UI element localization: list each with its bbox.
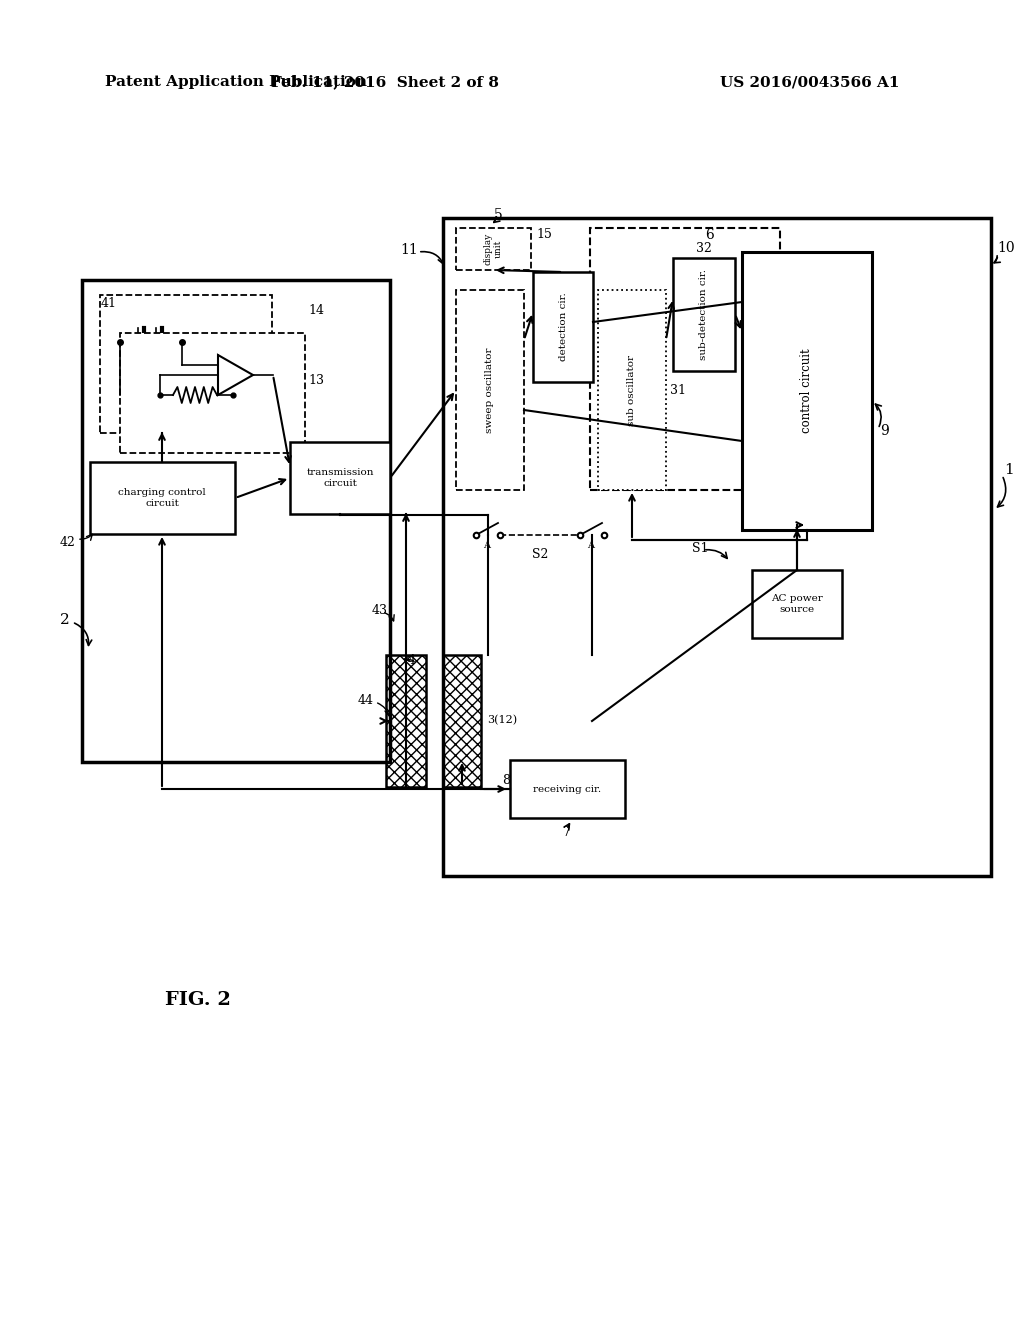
Bar xyxy=(456,290,524,490)
Text: 6: 6 xyxy=(706,228,715,242)
Bar xyxy=(510,760,625,818)
Bar xyxy=(534,272,593,381)
Text: US 2016/0043566 A1: US 2016/0043566 A1 xyxy=(720,75,899,88)
Bar xyxy=(120,333,305,453)
Bar xyxy=(590,228,780,490)
Text: display
unit: display unit xyxy=(483,232,503,265)
Text: receiving cir.: receiving cir. xyxy=(532,784,601,793)
Text: A: A xyxy=(483,540,490,549)
Text: AC power
source: AC power source xyxy=(771,594,823,614)
Bar xyxy=(100,294,272,433)
Bar xyxy=(386,655,426,787)
Text: 15: 15 xyxy=(536,227,552,240)
Text: 32: 32 xyxy=(696,242,712,255)
Bar xyxy=(673,257,735,371)
Bar xyxy=(742,252,872,531)
Text: 41: 41 xyxy=(101,297,117,310)
Text: charging control
circuit: charging control circuit xyxy=(118,488,206,508)
Text: 43: 43 xyxy=(372,603,388,616)
Text: A: A xyxy=(588,540,595,549)
Text: 42: 42 xyxy=(60,536,76,549)
Bar xyxy=(443,655,481,787)
Text: 11: 11 xyxy=(400,243,418,257)
Bar xyxy=(456,228,531,271)
Text: sweep oscillator: sweep oscillator xyxy=(485,347,495,433)
Bar xyxy=(90,462,234,535)
Text: S1: S1 xyxy=(692,541,709,554)
Text: 7: 7 xyxy=(563,825,571,838)
Text: 44: 44 xyxy=(358,693,374,706)
Text: 31: 31 xyxy=(670,384,686,396)
Text: 2: 2 xyxy=(60,612,70,627)
Bar xyxy=(752,570,842,638)
Bar xyxy=(82,280,390,762)
Text: 9: 9 xyxy=(880,424,889,438)
Text: FIG. 2: FIG. 2 xyxy=(165,991,230,1008)
Bar xyxy=(290,442,390,513)
Text: 4: 4 xyxy=(408,653,416,667)
Text: 8: 8 xyxy=(502,774,510,787)
Text: 1: 1 xyxy=(1004,463,1014,477)
Text: control circuit: control circuit xyxy=(801,348,813,433)
Bar xyxy=(598,290,666,490)
Text: 14: 14 xyxy=(308,304,324,317)
Text: S2: S2 xyxy=(531,549,548,561)
Text: 13: 13 xyxy=(308,374,324,387)
Text: transmission
circuit: transmission circuit xyxy=(306,469,374,487)
Text: 3(12): 3(12) xyxy=(487,715,517,725)
Text: sub oscillator: sub oscillator xyxy=(628,355,637,425)
Text: 10: 10 xyxy=(997,242,1015,255)
Text: Feb. 11, 2016  Sheet 2 of 8: Feb. 11, 2016 Sheet 2 of 8 xyxy=(271,75,499,88)
Text: 5: 5 xyxy=(494,209,503,222)
Text: detection cir.: detection cir. xyxy=(558,293,567,362)
Text: sub-detection cir.: sub-detection cir. xyxy=(699,268,709,359)
Bar xyxy=(443,218,991,876)
Text: Patent Application Publication: Patent Application Publication xyxy=(105,75,367,88)
